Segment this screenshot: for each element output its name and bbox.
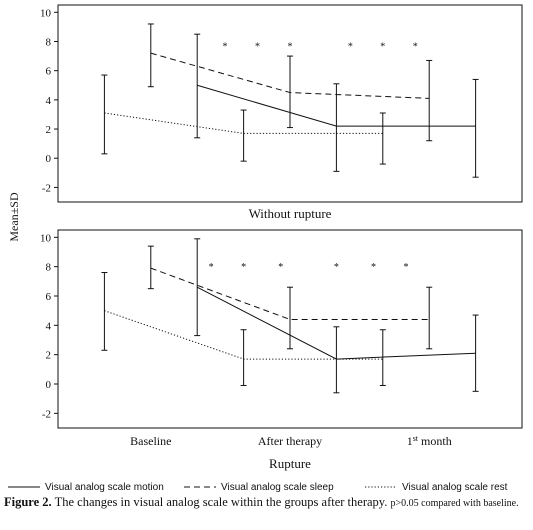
x-category-label: After therapy xyxy=(258,434,322,448)
y-tick-label: 10 xyxy=(40,232,52,244)
x-category-label: 1st month xyxy=(407,434,452,449)
y-tick-label: -2 xyxy=(42,182,51,194)
plot-frame xyxy=(57,229,523,429)
x-category-label: Baseline xyxy=(130,434,171,448)
significance-star: * xyxy=(209,262,214,273)
significance-star: * xyxy=(348,41,353,52)
series-1 xyxy=(194,33,479,178)
y-axis-label: Mean±SD xyxy=(7,192,21,242)
legend-label: Visual analog scale sleep xyxy=(221,482,334,493)
series-2 xyxy=(147,23,433,142)
y-tick-label: -2 xyxy=(42,408,51,420)
legend: Visual analog scale motion Visual analog … xyxy=(8,482,508,493)
y-tick-label: 4 xyxy=(46,95,52,107)
significance-star: * xyxy=(334,262,339,273)
plot-frame xyxy=(57,4,523,203)
significance-star: * xyxy=(241,262,246,273)
y-tick-label: 6 xyxy=(46,66,52,78)
caption-note: p>0.05 compared with baseline. xyxy=(390,498,519,509)
y-tick-label: 10 xyxy=(40,7,52,19)
significance-star: * xyxy=(223,41,228,52)
caption-text: The changes in visual analog scale withi… xyxy=(51,495,391,509)
y-tick-label: 2 xyxy=(46,350,52,362)
significance-star: * xyxy=(380,41,385,52)
y-tick-label: 8 xyxy=(46,262,52,274)
series-line xyxy=(150,267,430,320)
significance-star: * xyxy=(255,41,260,52)
y-tick-label: 2 xyxy=(46,124,52,136)
panel-1: -2 0 2 4 6 8 10 * * * * * * Without rupture xyxy=(40,4,523,221)
y-tick-label: 6 xyxy=(46,291,52,303)
series-3 xyxy=(101,272,386,386)
y-tick-label: 8 xyxy=(46,36,52,48)
legend-label: Visual analog scale motion xyxy=(45,482,164,493)
series-2 xyxy=(147,245,433,350)
figure-caption: Figure 2. The changes in visual analog s… xyxy=(4,496,529,510)
panel-title: Without rupture xyxy=(249,206,332,221)
significance-star: * xyxy=(404,262,409,273)
significance-star: * xyxy=(371,262,376,273)
y-tick-label: 0 xyxy=(46,153,52,165)
y-tick-label: 4 xyxy=(46,320,52,332)
x-axis-label: Rupture xyxy=(269,456,311,471)
series-3 xyxy=(101,74,386,165)
significance-star: * xyxy=(413,41,418,52)
y-tick-label: 0 xyxy=(46,379,52,391)
significance-star: * xyxy=(278,262,283,273)
panel-2: -2 0 2 4 6 8 10 * * * * * * xyxy=(40,229,523,429)
caption-label: Figure 2. xyxy=(4,495,52,509)
significance-star: * xyxy=(288,41,293,52)
legend-label: Visual analog scale rest xyxy=(402,482,508,493)
